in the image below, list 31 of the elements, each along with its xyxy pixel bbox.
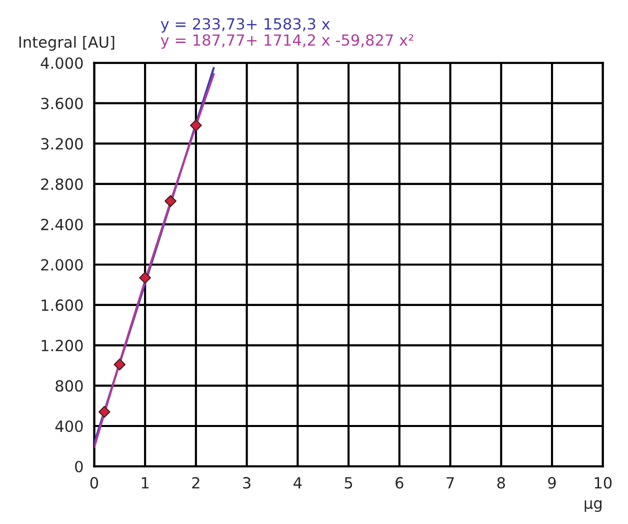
- x-tick-label: 2: [192, 477, 200, 488]
- y-tick-label: 3.600: [41, 98, 83, 110]
- x-tick-label: 8: [497, 477, 505, 489]
- x-tick-label: 4: [294, 477, 302, 488]
- text: y = 187,77+ 1714,2 x -59,827 x²: [160, 34, 414, 49]
- x-tick-label: 3: [243, 477, 250, 489]
- y-tick-label: 400: [55, 420, 83, 432]
- y-tick-label: 3.200: [41, 138, 83, 150]
- y-tick-label: 4.000: [40, 57, 83, 69]
- x-tick-label: 5: [344, 477, 352, 489]
- x-tick-label: 7: [446, 477, 454, 488]
- y-axis-title: Integral [AU]: [19, 36, 114, 51]
- y-tick-label: 0: [75, 460, 83, 472]
- point: [190, 119, 202, 132]
- y-tick-label: 1.600: [42, 299, 83, 311]
- text: y = 233,73+ 1583,3 x: [160, 18, 330, 33]
- x-tick-label: 9: [548, 477, 556, 489]
- point: [164, 195, 176, 208]
- y-tick-label: 2.000: [41, 259, 83, 271]
- x-tick-label: 1: [142, 477, 149, 488]
- x-tick-label: 6: [396, 477, 404, 489]
- point: [139, 272, 151, 284]
- x-tick-label: 10: [594, 477, 612, 489]
- y-tick-label: 2.800: [41, 178, 83, 190]
- point: [114, 358, 126, 370]
- y-tick-label: 2.400: [41, 218, 83, 230]
- y-tick-label: 800: [56, 380, 83, 392]
- x-tick-label: 0: [90, 477, 98, 489]
- x-axis-title: µg: [584, 500, 602, 512]
- y-tick-label: 1.200: [42, 340, 83, 352]
- point: [98, 406, 110, 418]
